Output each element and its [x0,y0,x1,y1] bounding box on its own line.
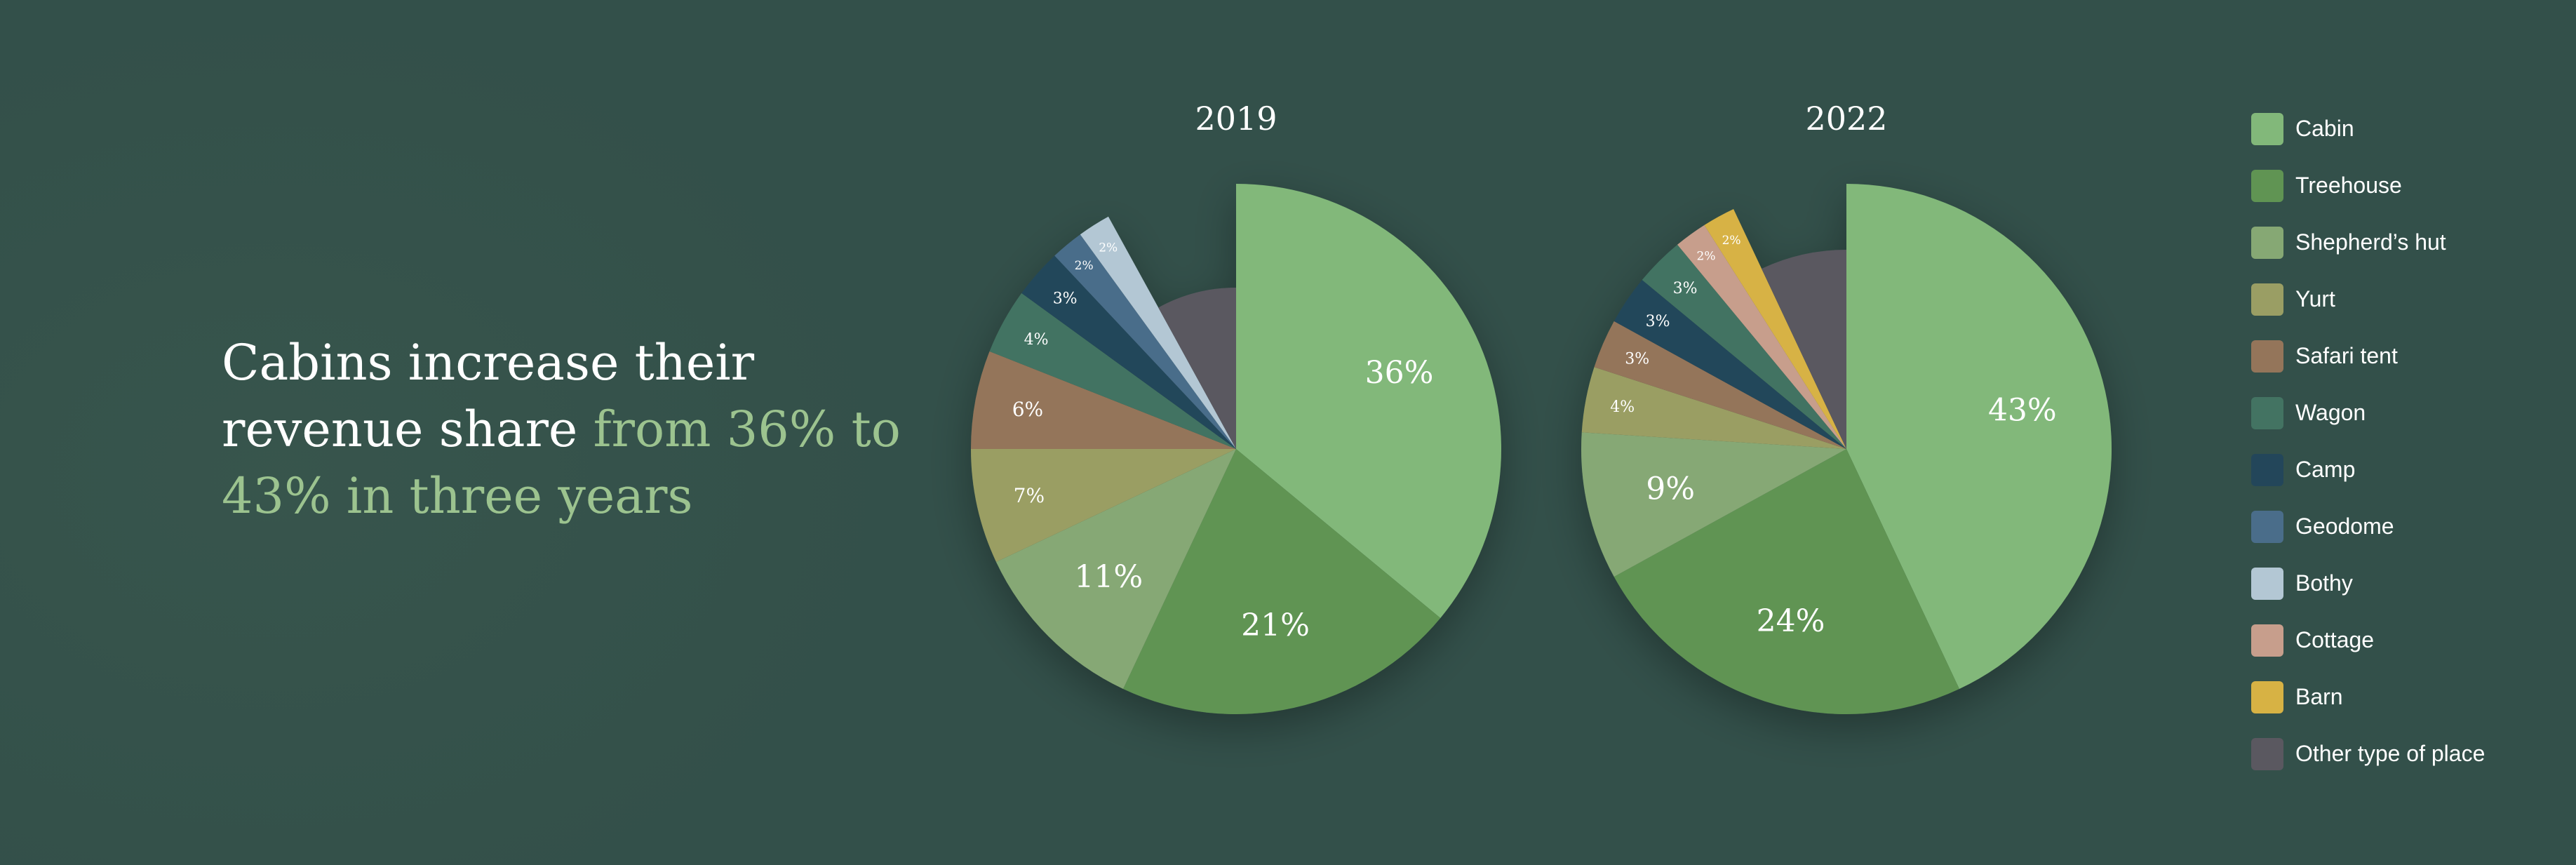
pie-slice [995,449,1236,690]
legend-item: Barn [2251,669,2485,725]
slice-label: 3% [1673,280,1698,297]
pie-slice [971,449,1236,562]
legend-swatch [2251,283,2283,316]
slice-label: 21% [1241,608,1310,643]
legend-item: Other type of place [2251,725,2485,782]
legend-label: Treehouse [2295,173,2402,198]
pie-slice [1614,280,1846,449]
pie-slice [1236,184,1501,618]
legend-label: Cottage [2295,627,2375,652]
legend: Cabin Treehouse Shepherd’s hut Yurt Safari t… [2251,100,2485,782]
pie-slice [1704,208,1846,449]
legend-label: Cabin [2295,116,2354,141]
legend-label: Barn [2295,684,2343,709]
pie-slice [1614,449,1959,714]
pie-slice [1581,432,1846,577]
legend-item: Wagon [2251,384,2485,441]
legend-item: Bothy [2251,555,2485,612]
pie-title: 2019 [1195,100,1277,138]
legend-swatch [2251,453,2283,486]
legend-item: Cottage [2251,612,2485,669]
legend-swatch [2251,112,2283,145]
legend-swatch [2251,680,2283,713]
pie-slice [989,293,1236,449]
legend-item: Treehouse [2251,157,2485,214]
slice-label: 4% [1024,331,1049,349]
pie-slice [1080,216,1236,449]
pie-slice [971,351,1236,449]
legend-swatch [2251,226,2283,259]
legend-swatch [2251,169,2283,202]
pie-slice [1123,449,1441,714]
slice-label: 9% [1646,471,1695,507]
legend-swatch [2251,567,2283,600]
headline-highlight: from 36% to 43% in three years [222,401,901,525]
pie-slice [1846,184,2112,690]
slice-label: 36% [1365,355,1434,391]
pie-slice [1677,224,1846,449]
headline: Cabins increase their revenue share from… [222,330,923,530]
slice-label: 2% [1697,250,1716,264]
slice-label: 6% [1012,398,1043,421]
slice-label: 24% [1757,603,1825,639]
legend-label: Yurt [2295,286,2335,311]
pie-slice [1762,250,1846,449]
legend-label: Bothy [2295,570,2353,596]
legend-label: Shepherd’s hut [2295,229,2446,255]
legend-swatch [2251,340,2283,373]
slice-label: 3% [1625,351,1649,368]
slice-label: 4% [1610,398,1635,416]
legend-item: Geodome [2251,498,2485,555]
legend-swatch [2251,510,2283,543]
pie-slice [1021,255,1236,449]
pie-slice [1594,321,1846,449]
legend-label: Safari tent [2295,343,2398,368]
slice-label: 2% [1722,234,1741,248]
slice-label: 11% [1074,559,1143,595]
legend-item: Safari tent [2251,328,2485,384]
pie-slice [1642,244,1846,449]
headline-white: Cabins increase their revenue share [222,334,755,458]
legend-swatch [2251,396,2283,429]
pie-2019: 2019 36% 21% 11% 7% 6% 4% 3% 2% 2% [971,100,1501,714]
legend-item: Camp [2251,441,2485,498]
legend-label: Other type of place [2295,741,2486,766]
pie-slice [1581,367,1846,449]
slice-label: 2% [1075,259,1094,273]
slice-label: 7% [1014,484,1045,507]
slice-label: 3% [1053,290,1078,308]
background-photo-overlay [0,0,912,865]
pie-slice [1054,234,1236,449]
legend-swatch [2251,624,2283,657]
pie-slice [1158,288,1236,449]
slice-label: 2% [1099,241,1118,255]
legend-item: Yurt [2251,271,2485,328]
legend-label: Camp [2295,457,2356,482]
legend-label: Geodome [2295,514,2394,539]
legend-item: Shepherd’s hut [2251,214,2485,271]
pie-title: 2022 [1805,100,1887,138]
legend-label: Wagon [2295,400,2366,425]
slice-label: 3% [1646,313,1670,330]
legend-item: Cabin [2251,100,2485,157]
legend-swatch [2251,737,2283,770]
slice-label: 43% [1988,392,2057,428]
